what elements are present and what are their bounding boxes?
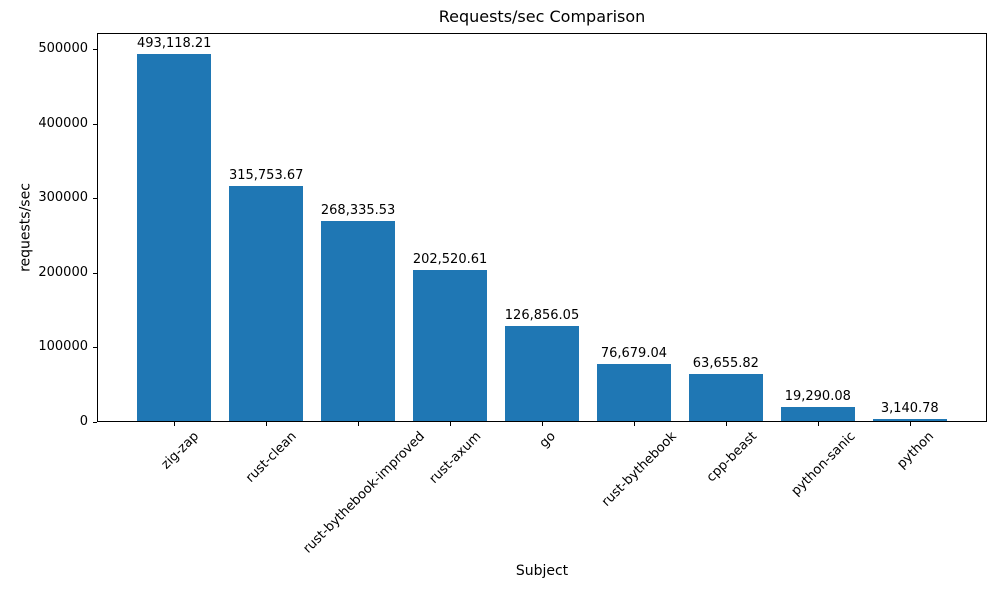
x-tick — [817, 422, 819, 426]
x-tick-label: rust-axum — [426, 429, 485, 487]
x-tick-label: cpp-beast — [703, 429, 760, 486]
bar-value-label: 202,520.61 — [412, 252, 488, 268]
x-tick — [450, 422, 452, 426]
bar — [597, 363, 671, 421]
y-tick — [93, 198, 97, 200]
bar-value-label: 19,290.08 — [784, 388, 851, 404]
x-tick — [266, 422, 268, 426]
bar-value-label: 76,679.04 — [600, 345, 668, 361]
bar — [321, 221, 395, 421]
plot-area — [97, 33, 987, 422]
bar — [413, 270, 487, 421]
x-tick-label: rust-clean — [243, 429, 300, 486]
bar — [229, 185, 303, 421]
bar-value-label: 3,140.78 — [880, 400, 939, 416]
y-tick — [93, 123, 97, 125]
bar-value-label: 315,753.67 — [228, 167, 304, 183]
x-tick-label: python-sanic — [788, 429, 859, 499]
x-tick — [358, 422, 360, 426]
x-tick-label: rust-bythebook — [599, 429, 680, 510]
x-tick — [633, 422, 635, 426]
x-tick — [174, 422, 176, 426]
y-tick — [93, 347, 97, 349]
y-tick-label: 100000 — [38, 339, 88, 355]
y-tick-label: 200000 — [38, 264, 88, 280]
x-tick — [725, 422, 727, 426]
x-axis-label: Subject — [515, 563, 569, 579]
x-tick-label: python — [894, 429, 937, 472]
bar-value-label: 268,335.53 — [320, 203, 396, 219]
bar-value-label: 63,655.82 — [692, 355, 759, 371]
bar — [689, 373, 763, 421]
y-tick — [93, 272, 97, 274]
x-tick-label: go — [536, 429, 559, 452]
y-tick — [93, 49, 97, 51]
chart-title: Requests/sec Comparison — [438, 7, 646, 26]
x-tick — [909, 422, 911, 426]
bar — [781, 406, 855, 421]
y-tick-label: 300000 — [38, 190, 88, 206]
bar — [505, 326, 579, 421]
y-tick-label: 500000 — [38, 41, 88, 57]
x-tick-label: zig-zap — [158, 429, 202, 473]
x-tick-label: rust-bythebook-improved — [299, 429, 428, 557]
x-tick — [542, 422, 543, 426]
y-tick-label: 400000 — [38, 115, 88, 131]
bar-value-label: 493,118.21 — [137, 35, 212, 51]
y-tick — [93, 422, 97, 423]
bar — [872, 418, 947, 421]
y-tick-label: 0 — [79, 414, 88, 429]
bar-value-label: 126,856.05 — [504, 308, 580, 324]
bar — [137, 53, 211, 421]
